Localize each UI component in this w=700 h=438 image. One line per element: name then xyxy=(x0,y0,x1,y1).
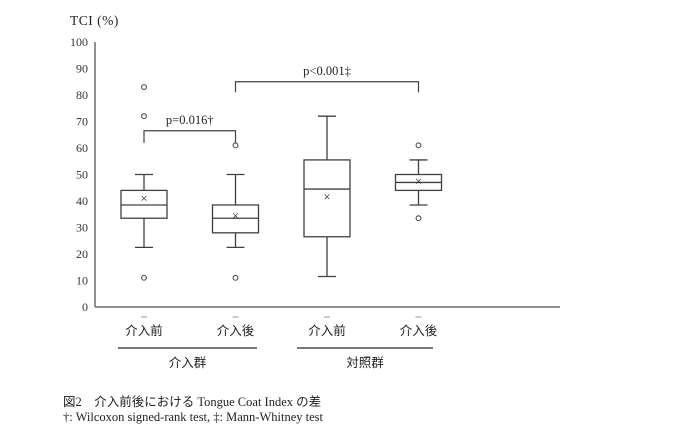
significance-label: p=0.016† xyxy=(166,113,214,127)
x-category-label: 介入前 xyxy=(308,323,346,338)
x-category-label: 介入前 xyxy=(125,323,163,338)
mean-marker: × xyxy=(415,174,422,188)
box-rect xyxy=(120,189,168,219)
outlier-point xyxy=(141,113,147,120)
y-axis-title: TCI (%) xyxy=(70,13,119,28)
y-tick-label: 70 xyxy=(76,115,88,129)
outlier-point xyxy=(232,142,239,149)
figure-caption: 図2 介入前後における Tongue Coat Index の差 xyxy=(63,395,322,409)
x-category-label: 介入後 xyxy=(400,324,438,338)
y-tick-label: 10 xyxy=(76,274,88,288)
box-rect xyxy=(211,204,260,234)
outlier-point xyxy=(415,142,422,149)
group-label: 介入群 xyxy=(169,356,207,370)
y-tick-label: 60 xyxy=(76,141,88,155)
y-tick-label: 0 xyxy=(82,300,88,314)
outlier-point xyxy=(141,274,147,281)
y-tick-label: 40 xyxy=(76,194,88,208)
figure-footnote: †: Wilcoxon signed-rank test, ‡: Mann-Wh… xyxy=(63,410,323,424)
y-tick-label: 30 xyxy=(76,221,88,235)
significance-bracket xyxy=(234,81,420,93)
outlier-point xyxy=(232,274,239,281)
y-tick-label: 20 xyxy=(76,247,88,261)
significance-label: p<0.001‡ xyxy=(303,64,351,78)
outlier-point xyxy=(141,84,147,91)
x-category-label: 介入後 xyxy=(217,324,255,338)
mean-marker: × xyxy=(323,190,330,204)
mean-marker: × xyxy=(232,209,239,223)
y-tick-label: 80 xyxy=(76,88,88,102)
group-label: 対照群 xyxy=(346,356,384,370)
significance-bracket xyxy=(143,130,237,143)
box-rect xyxy=(303,159,351,238)
y-tick-label: 90 xyxy=(76,62,88,76)
outlier-point xyxy=(415,215,422,222)
y-tick-label: 50 xyxy=(76,168,88,182)
mean-marker: × xyxy=(140,192,147,206)
y-tick-label: 100 xyxy=(70,35,88,49)
